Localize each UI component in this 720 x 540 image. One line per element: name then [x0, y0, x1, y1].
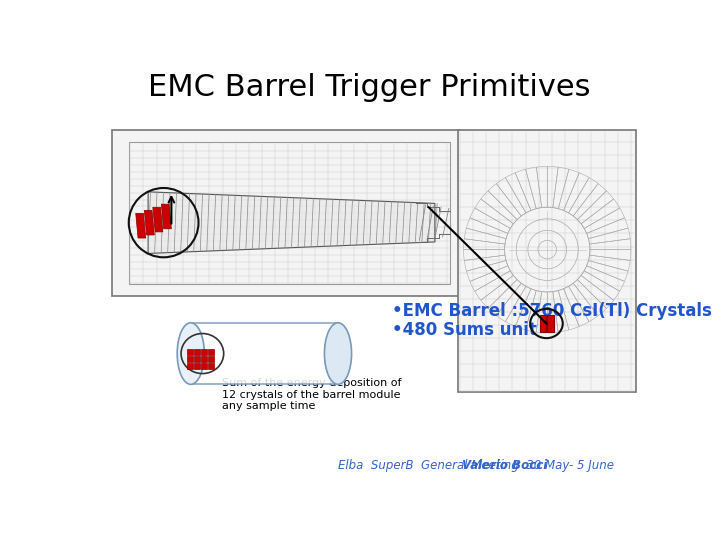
Polygon shape [161, 204, 171, 229]
Bar [208, 349, 214, 355]
Bar [201, 356, 207, 362]
Text: Valerio Bocci: Valerio Bocci [462, 458, 547, 472]
Bar [129, 142, 451, 284]
Text: EMC Barrel Trigger Primitives: EMC Barrel Trigger Primitives [148, 73, 590, 103]
Bar [194, 349, 200, 355]
Bar [187, 363, 193, 369]
Bar [194, 363, 200, 369]
Text: •480 Sums unit: •480 Sums unit [392, 321, 537, 340]
Bar [208, 363, 214, 369]
Bar [187, 349, 193, 355]
Text: Elba  SuperB  General Meeting  30 May- 5 June: Elba SuperB General Meeting 30 May- 5 Ju… [338, 458, 618, 472]
Bar [187, 356, 193, 362]
Text: •EMC Barrel :5760 CsI(Tl) Crystals: •EMC Barrel :5760 CsI(Tl) Crystals [392, 302, 712, 320]
Bar [112, 130, 461, 296]
Bar [194, 356, 200, 362]
Bar [458, 130, 636, 392]
Ellipse shape [325, 323, 351, 384]
Bar [208, 356, 214, 362]
Ellipse shape [177, 323, 204, 384]
Polygon shape [144, 211, 154, 235]
Text: Sum of the energy deposition of
12 crystals of the barrel module
any sample time: Sum of the energy deposition of 12 cryst… [222, 378, 401, 411]
Bar [201, 349, 207, 355]
Bar [201, 363, 207, 369]
Bar [191, 323, 338, 384]
Polygon shape [148, 192, 435, 253]
Polygon shape [153, 207, 163, 232]
Bar [547, 315, 554, 332]
Bar [539, 315, 546, 332]
Polygon shape [136, 213, 145, 238]
